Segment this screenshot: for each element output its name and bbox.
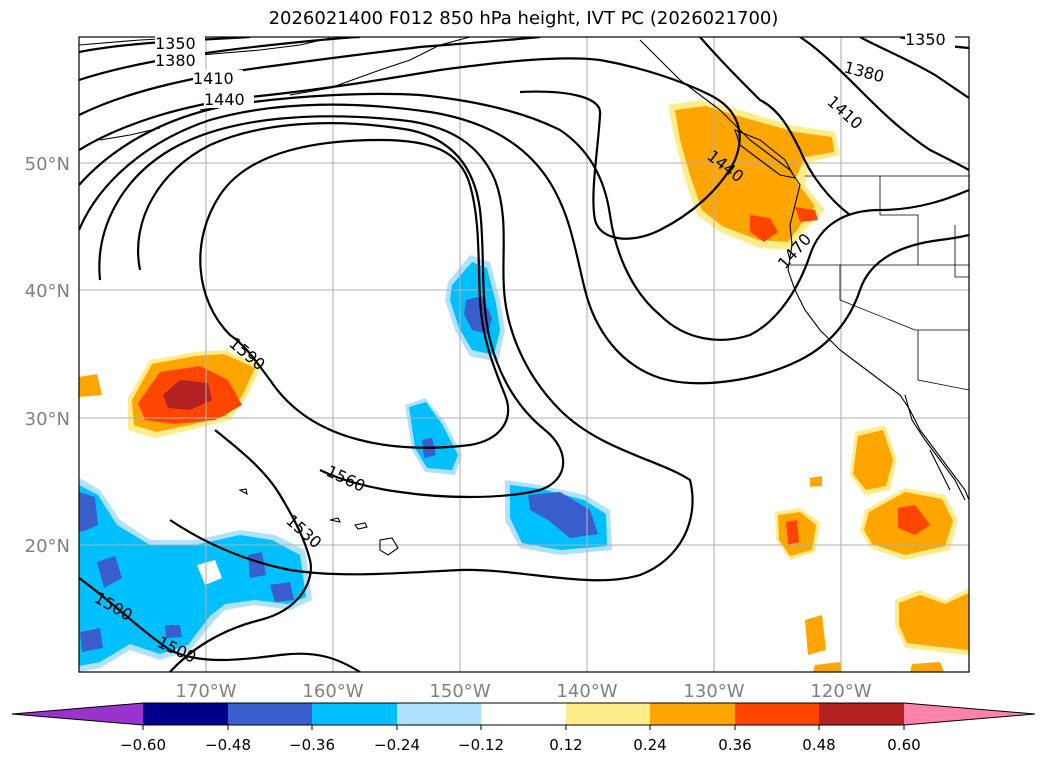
colorbar-tick-label: −0.36 — [289, 736, 335, 754]
lon-label-160w: 160°W — [302, 681, 363, 702]
contour-1380-west — [79, 37, 361, 82]
colorbar-segment — [566, 703, 651, 725]
lon-label-140w: 140°W — [556, 681, 617, 702]
contour-label: 1350 — [155, 34, 196, 53]
colorbar-ticks — [142, 725, 905, 730]
contour-1500-south — [79, 577, 361, 672]
lon-label-130w: 130°W — [683, 681, 744, 702]
contour-1410-west — [79, 37, 541, 116]
ivt-positive-edge-left — [79, 374, 102, 397]
vancouver-island — [734, 129, 797, 179]
north-america-coast — [639, 39, 969, 501]
contour-1560-loop — [137, 122, 565, 499]
lon-label-150w: 150°W — [429, 681, 490, 702]
colorbar-segment — [397, 703, 481, 725]
contour-1590-loop — [199, 138, 510, 449]
lat-label-40n: 40°N — [25, 281, 70, 302]
ivt-strong-east-2 — [898, 505, 930, 535]
colorbar-segment — [481, 703, 566, 725]
colorbar-tick-label: −0.60 — [120, 736, 166, 754]
contour-1530-loop — [98, 115, 694, 582]
lat-label-50n: 50°N — [25, 154, 70, 175]
ivt-positive-region-east-4-inner — [899, 593, 969, 650]
ivt-hole-sw — [197, 560, 222, 585]
colorbar-tick-label: −0.24 — [374, 736, 420, 754]
ivt-max-central-pacific — [163, 380, 212, 410]
colorbar-segment — [735, 703, 820, 725]
ivt-positive-east-7 — [910, 662, 944, 672]
contour-1500 — [79, 103, 969, 385]
lon-label-120w: 120°W — [810, 681, 871, 702]
latitude-labels: 50°N 40°N 30°N 20°N — [25, 154, 70, 557]
colorbar-tick-label: −0.12 — [458, 736, 504, 754]
ivt-negative-region-southwest-inner — [79, 485, 306, 666]
ivt-negative-strong-sw5 — [80, 628, 103, 652]
colorbar: −0.60 −0.48 −0.36 −0.24 −0.12 0.12 0.24 … — [11, 702, 1036, 754]
colorbar-extend-min — [12, 703, 143, 725]
ivt-negative-strong-sw4 — [270, 582, 294, 602]
hawaii-islands — [238, 488, 399, 556]
political-borders — [790, 175, 969, 391]
ivt-negative-strong-sw6 — [165, 625, 182, 638]
colorbar-tick-label: 0.12 — [549, 736, 582, 754]
contour-label: 1380 — [155, 51, 196, 70]
colorbar-segment — [819, 703, 904, 725]
contour-1470-east — [699, 37, 851, 216]
colorbar-segment — [143, 703, 228, 725]
colorbar-extend-max — [904, 703, 1035, 725]
contour-1530-south — [169, 429, 312, 672]
colorbar-tick-label: 0.48 — [802, 736, 835, 754]
ivt-negative-region-mid-inner — [409, 402, 458, 470]
height-contours — [79, 37, 969, 672]
contour-1470 — [79, 92, 969, 341]
lat-label-20n: 20°N — [25, 536, 70, 557]
ivt-negative-strong-sw1 — [79, 492, 98, 532]
map-frame — [78, 36, 970, 673]
map-title: 2026021400 F012 850 hPa height, IVT PC (… — [268, 8, 779, 29]
colorbar-segment — [228, 703, 313, 725]
lat-label-30n: 30°N — [25, 409, 70, 430]
ivt-negative-strong-sw2 — [97, 556, 122, 588]
ivt-positive-east-5 — [805, 615, 826, 655]
contour-label: 1410 — [193, 69, 234, 88]
ivt-positive-east-6 — [813, 662, 842, 672]
colorbar-tick-label: 0.36 — [718, 736, 751, 754]
ivt-strong-east-3 — [786, 520, 799, 545]
colorbar-segment — [312, 703, 397, 725]
contour-label: 1440 — [204, 90, 245, 109]
contour-1410-east — [799, 37, 969, 171]
ivt-strong-pnw-2 — [795, 207, 818, 222]
ivt-positive-region-east-1-inner — [853, 430, 893, 490]
baja-coast — [904, 394, 966, 501]
colorbar-tick-labels: −0.60 −0.48 −0.36 −0.24 −0.12 0.12 0.24 … — [120, 736, 921, 754]
ivt-positive-east-8 — [810, 476, 822, 487]
contour-label: 1350 — [905, 30, 946, 49]
contour-1440-west — [79, 57, 741, 240]
ivt-negative-strong-south — [528, 492, 598, 538]
longitude-labels: 170°W 160°W 150°W 140°W 130°W 120°W — [175, 681, 871, 702]
colorbar-segment — [650, 703, 735, 725]
contour-1380-east — [859, 37, 969, 99]
coastlines — [79, 37, 969, 556]
ivt-negative-strong-sw3 — [248, 552, 266, 578]
colorbar-tick-label: 0.60 — [887, 736, 920, 754]
colorbar-tick-label: −0.48 — [205, 736, 251, 754]
alaska-coast — [79, 37, 471, 141]
ivt-strong-pnw — [750, 215, 778, 242]
colorbar-tick-label: 0.24 — [633, 736, 666, 754]
lon-label-170w: 170°W — [175, 681, 236, 702]
